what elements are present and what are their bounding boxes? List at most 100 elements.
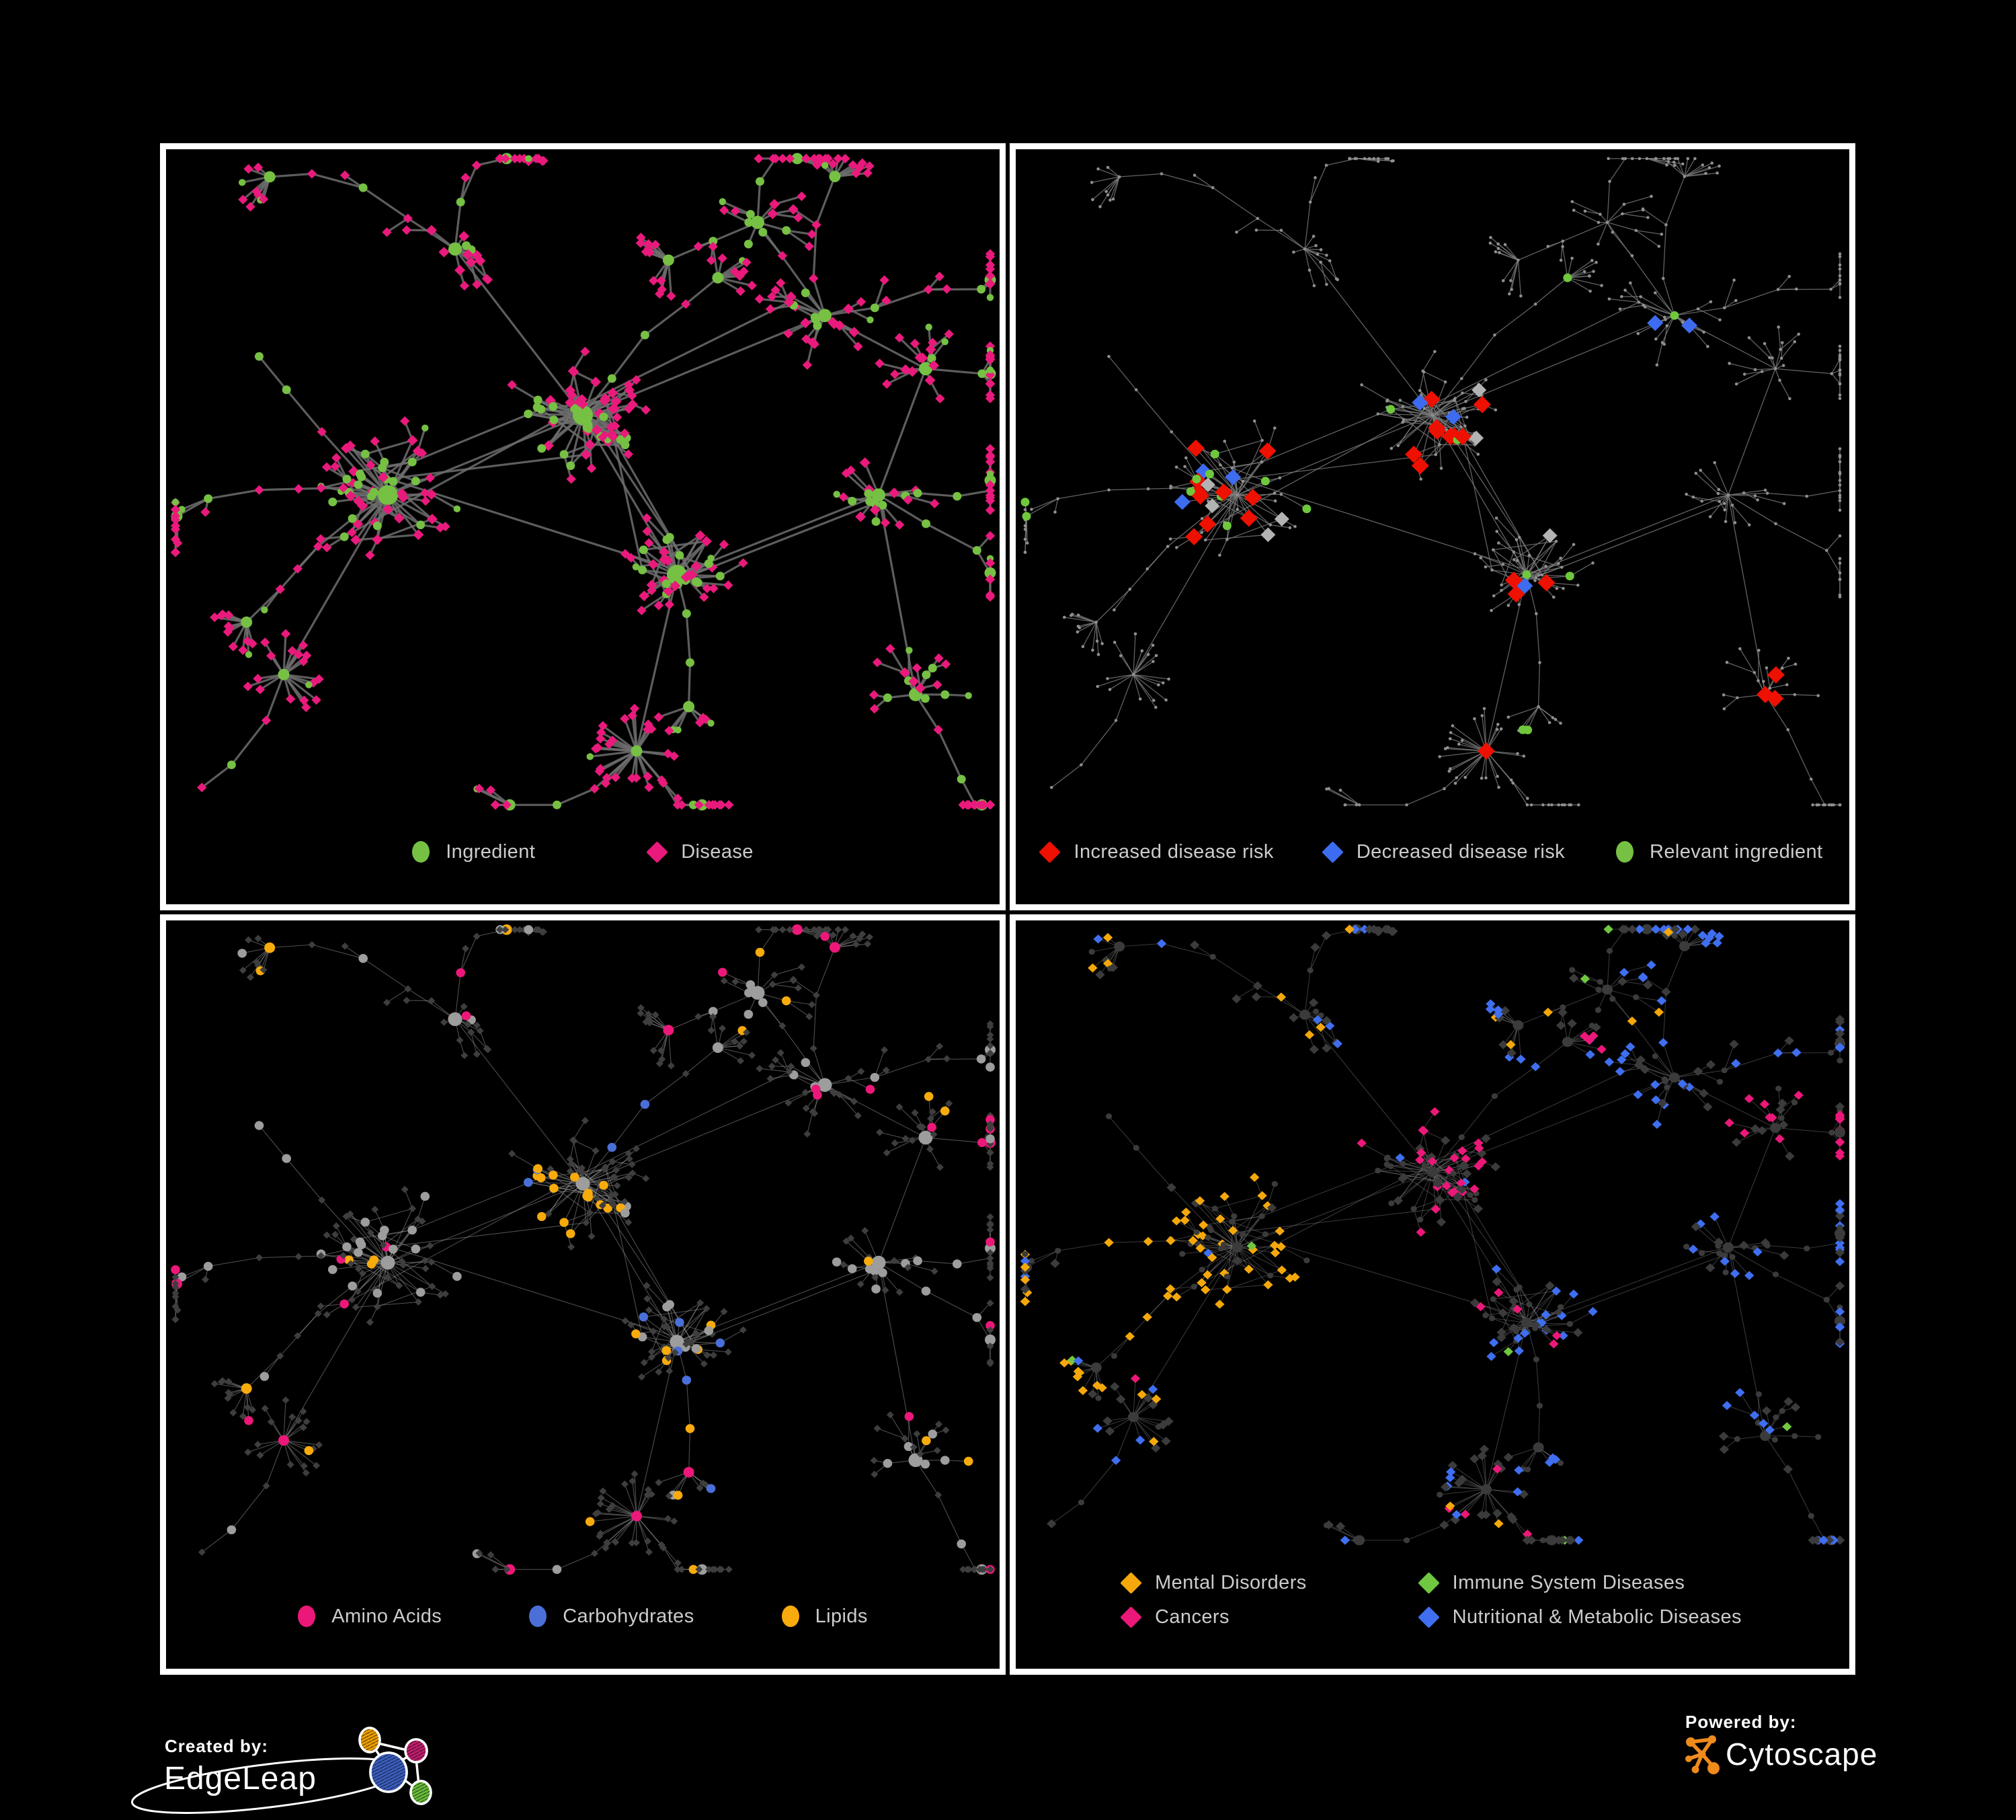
legend-item: Lipids <box>781 1606 868 1628</box>
node <box>538 928 547 936</box>
legend-item: Ingredient <box>412 841 535 863</box>
node <box>524 1177 533 1187</box>
node <box>1661 276 1665 280</box>
node <box>935 1420 942 1428</box>
node <box>282 1154 291 1163</box>
node <box>1557 803 1560 807</box>
edge <box>1493 574 1527 596</box>
edge <box>1806 490 1841 497</box>
node <box>1691 1222 1701 1232</box>
node <box>460 173 471 183</box>
node <box>1503 243 1507 247</box>
edge <box>1492 1298 1517 1341</box>
node <box>1620 294 1623 299</box>
edge <box>1387 399 1433 416</box>
node <box>841 468 851 479</box>
node <box>1509 279 1513 282</box>
edge <box>1496 1281 1515 1302</box>
node <box>328 1265 337 1274</box>
node <box>1716 171 1719 175</box>
edge <box>1612 998 1633 1022</box>
node <box>1703 1102 1713 1112</box>
node <box>1102 1416 1113 1426</box>
node <box>1469 1184 1480 1194</box>
edge <box>1777 276 1790 290</box>
node <box>1433 350 1437 354</box>
node <box>1254 228 1258 232</box>
node <box>1672 161 1676 164</box>
node <box>675 551 684 560</box>
edge <box>1728 1247 1766 1437</box>
edge <box>850 1238 870 1258</box>
node <box>1275 1226 1285 1236</box>
node <box>849 932 857 940</box>
edge <box>1775 523 1827 551</box>
node <box>460 1002 468 1011</box>
node <box>1568 1290 1579 1299</box>
node <box>801 1089 809 1097</box>
edge <box>885 370 914 385</box>
node <box>1838 368 1842 372</box>
node <box>389 477 398 486</box>
node <box>986 1274 994 1281</box>
node <box>1767 666 1785 684</box>
edge <box>1445 1487 1487 1490</box>
edge <box>1535 503 1725 578</box>
node <box>1688 1244 1698 1254</box>
node <box>1411 457 1429 475</box>
node <box>1779 356 1783 360</box>
edge <box>1810 779 1826 805</box>
node <box>1757 679 1760 682</box>
svg-disease-classes <box>1020 924 1845 1546</box>
node <box>255 352 264 361</box>
node <box>1096 653 1100 656</box>
node <box>1638 157 1642 161</box>
node <box>1761 1406 1772 1416</box>
edge <box>230 719 268 766</box>
node <box>1543 1326 1549 1333</box>
node <box>1537 573 1556 592</box>
edge <box>1167 518 1203 547</box>
edge <box>1644 306 1665 318</box>
node <box>1438 755 1441 758</box>
node <box>599 1487 607 1495</box>
edge <box>1573 978 1599 990</box>
edge <box>563 1183 583 1223</box>
edge <box>684 276 719 305</box>
edge <box>929 333 951 351</box>
node <box>462 241 471 250</box>
edge <box>1120 655 1134 675</box>
node <box>627 399 638 410</box>
node <box>878 500 887 510</box>
node <box>278 1435 289 1446</box>
edge <box>1406 788 1445 805</box>
node <box>448 242 462 256</box>
node <box>1449 731 1453 734</box>
edge <box>793 979 817 996</box>
node <box>243 164 253 174</box>
edge <box>582 1084 825 1185</box>
node <box>1756 498 1759 502</box>
node <box>1775 1085 1782 1092</box>
node <box>239 179 246 186</box>
edge <box>1728 494 1733 506</box>
edge <box>1621 213 1649 219</box>
node <box>1400 1160 1406 1167</box>
edge <box>1205 494 1238 541</box>
node <box>1755 1391 1762 1397</box>
node <box>864 940 872 948</box>
node <box>1673 157 1677 161</box>
node <box>1100 642 1104 645</box>
edge <box>1662 315 1675 344</box>
node <box>657 775 667 785</box>
edge <box>1413 414 1433 455</box>
node <box>1550 803 1554 807</box>
edge <box>1517 1285 1551 1339</box>
node <box>1133 1144 1139 1151</box>
edge <box>1193 1240 1238 1248</box>
edge <box>1096 588 1131 623</box>
node <box>821 926 830 934</box>
edge <box>1535 1255 1725 1326</box>
node <box>1809 777 1813 781</box>
node <box>1152 660 1155 664</box>
